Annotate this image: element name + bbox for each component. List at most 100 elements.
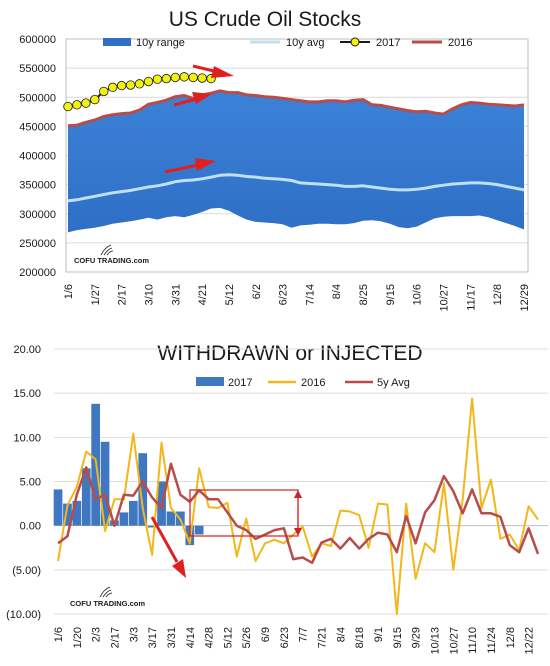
legend-label-range: 10y range: [136, 37, 185, 49]
withdrawn-injected-x-axis: 1/6 1/20 2/3 2/17 3/3 3/17 3/31 4/14 4/28 5/12 5/2…: [53, 627, 536, 655]
crude-stocks-legend: 10y range 10y avg 2017 2016: [103, 37, 472, 49]
point-2017: [125, 80, 136, 90]
x-tick-label: 6/23: [278, 284, 290, 305]
legend-label-2016-line: 2016: [301, 377, 325, 389]
x-tick-label: 11/17: [465, 284, 477, 311]
point-2017: [90, 94, 100, 105]
red-arrow-3: [164, 158, 216, 174]
x-tick-label: 10/6: [412, 284, 424, 305]
red-arrow-1: [192, 64, 234, 78]
point-2017: [152, 74, 163, 84]
crude-stocks-watermark: COFU TRADING.com: [74, 244, 149, 265]
y-tick-label: 20.00: [13, 344, 41, 356]
x-tick-label: 12/22: [524, 627, 536, 655]
legend-label-2017: 2017: [376, 37, 400, 49]
bar-2017: [194, 525, 204, 535]
x-tick-label: 6/9: [260, 627, 272, 642]
withdrawn-injected-title: WITHDRAWN or INJECTED: [157, 342, 422, 365]
crude-stocks-chart: US Crude Oil Stocks 200000 250000 300000 35…: [19, 8, 531, 312]
crude-stocks-y-axis: 200000 250000 300000 350000 400000 450000 5000…: [19, 34, 56, 279]
withdrawn-injected-watermark: COFU TRADING.com: [70, 586, 145, 608]
crude-stocks-plot: [63, 72, 525, 233]
legend-label-avg: 10y avg: [286, 37, 325, 49]
crude-stocks-title: US Crude Oil Stocks: [169, 8, 362, 31]
bar-2017: [129, 500, 138, 526]
crude-stocks-annotations: [164, 64, 234, 174]
x-tick-label: 9/29: [411, 627, 423, 648]
legend-swatch-2017-bars: [196, 377, 224, 386]
bar-2017: [119, 512, 129, 526]
x-tick-label: 10/27: [448, 627, 460, 655]
point-2017: [116, 80, 127, 91]
y-tick-label: 550000: [19, 63, 56, 75]
point-2017: [161, 73, 172, 84]
y-tick-label: 600000: [19, 34, 56, 46]
x-tick-label: 8/4: [331, 284, 343, 299]
series-10y-range-area: [68, 91, 524, 233]
bar-2017: [81, 468, 91, 526]
y-tick-label: 300000: [19, 209, 56, 221]
x-tick-label: 1/6: [53, 627, 65, 642]
y-tick-label: 450000: [19, 121, 56, 133]
y-tick-label: 350000: [19, 180, 56, 192]
x-tick-label: 3/17: [147, 627, 159, 648]
crude-stocks-watermark-text: COFU TRADING.com: [74, 256, 149, 265]
x-tick-label: 10/27: [439, 284, 451, 312]
y-tick-label: 200000: [19, 267, 56, 279]
legend-label-2017-bars: 2017: [228, 377, 252, 389]
withdrawn-injected-watermark-text: COFU TRADING.com: [70, 599, 145, 608]
withdrawn-injected-y-axis: (10.00) (5.00) 0.00 5.00 10.00 15.00 20.00: [6, 344, 41, 621]
x-tick-label: 1/27: [90, 284, 102, 305]
withdrawn-injected-annotations: [150, 489, 302, 578]
point-2017: [134, 79, 145, 89]
x-tick-label: 4/28: [204, 627, 216, 648]
point-2017: [170, 72, 180, 83]
legend-label-5y-avg: 5y Avg: [377, 377, 410, 389]
point-2017: [63, 101, 73, 112]
y-tick-label: 500000: [19, 92, 56, 104]
point-2017: [108, 82, 118, 93]
bar-2017: [63, 503, 72, 526]
x-tick-label: 11/24: [486, 627, 498, 654]
bar-2017: [53, 489, 63, 526]
y-tick-label: 400000: [19, 151, 56, 163]
x-tick-label: 9/15: [392, 627, 404, 648]
crude-stocks-x-axis: 1/6 1/27 2/17 3/10 3/31 4/21 5/12 6/2 6/23 7/14 8/…: [63, 284, 531, 312]
point-2017: [197, 73, 207, 83]
point-2017: [143, 76, 154, 87]
series-2016-line: [67, 89, 525, 128]
x-tick-label: 4/14: [185, 627, 197, 648]
y-tick-label: 5.00: [20, 477, 41, 489]
x-tick-label: 6/23: [279, 627, 291, 648]
red-arrow-2: [173, 92, 212, 107]
x-tick-label: 5/12: [222, 627, 234, 648]
bar-2017: [166, 511, 176, 526]
y-tick-label: 15.00: [13, 388, 41, 400]
x-tick-label: 5/26: [241, 627, 253, 648]
point-2017: [99, 86, 109, 97]
series-5y-avg-line: [57, 462, 540, 565]
legend-marker-2017: [350, 37, 360, 47]
watermark-logo-icon-2: [99, 586, 113, 598]
x-tick-label: 12/8: [505, 627, 517, 648]
x-tick-label: 2/17: [117, 284, 129, 305]
point-2017: [72, 100, 82, 110]
x-tick-label: 7/14: [304, 284, 316, 305]
x-tick-label: 1/20: [72, 627, 84, 648]
x-tick-label: 2/3: [91, 627, 103, 642]
x-tick-label: 3/31: [170, 284, 182, 305]
point-2017: [81, 98, 91, 108]
withdrawn-injected-legend: 2017 2016 5y Avg: [196, 377, 410, 389]
bar-2017: [72, 500, 82, 526]
series-10y-avg-line: [67, 173, 525, 203]
x-tick-label: 3/3: [128, 627, 140, 642]
y-tick-label: (10.00): [6, 609, 41, 621]
bar-2017: [100, 441, 110, 526]
y-tick-label: 0.00: [20, 521, 41, 533]
x-tick-label: 11/10: [467, 627, 479, 654]
x-tick-label: 8/4: [335, 627, 347, 642]
y-tick-label: (5.00): [12, 565, 41, 577]
bar-2017: [138, 453, 148, 526]
